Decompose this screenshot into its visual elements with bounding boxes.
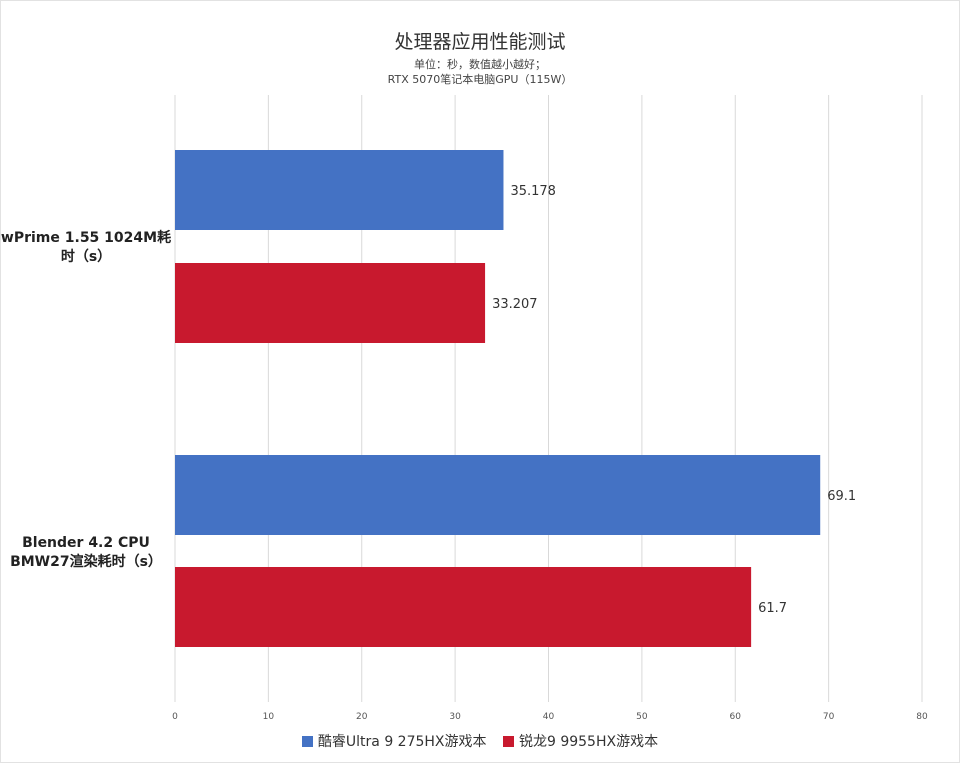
chart-legend: 酷睿Ultra 9 275HX游戏本 锐龙9 9955HX游戏本 (0, 731, 960, 751)
x-tick-label: 10 (263, 712, 275, 722)
bar (175, 263, 486, 343)
category-label-line: Blender 4.2 CPU (22, 535, 150, 551)
bar-value-label: 69.1 (827, 489, 856, 504)
category-label-blender: Blender 4.2 CPU BMW27渲染耗时（s） (0, 534, 172, 572)
chart-header: 处理器应用性能测试 单位：秒，数值越小越好； RTX 5070笔记本电脑GPU（… (0, 30, 960, 87)
legend-item-amd: 锐龙9 9955HX游戏本 (502, 731, 659, 751)
bar-value-label: 35.178 (510, 184, 556, 199)
chart-subtitle: 单位：秒，数值越小越好； (414, 58, 546, 71)
x-tick-label: 20 (356, 712, 368, 722)
x-tick-label: 50 (636, 712, 648, 722)
bar (175, 567, 752, 647)
category-label-line: wPrime 1.55 1024M耗 (0, 230, 172, 246)
legend-swatch-red (502, 736, 514, 747)
bar (175, 455, 821, 535)
x-tick-label: 80 (916, 712, 928, 722)
x-tick-label: 40 (543, 712, 555, 722)
chart-title: 处理器应用性能测试 (394, 31, 566, 53)
x-tick-label: 30 (449, 712, 461, 722)
legend-swatch-blue (301, 736, 313, 747)
bar-value-label: 61.7 (758, 601, 787, 616)
category-label-line: 时（s） (60, 249, 112, 265)
bar-value-label: 33.207 (492, 297, 538, 312)
category-label-wprime: wPrime 1.55 1024M耗 时（s） (0, 229, 172, 267)
x-tick-label: 70 (823, 712, 835, 722)
legend-label: 锐龙9 9955HX游戏本 (518, 734, 659, 750)
category-label-line: BMW27渲染耗时（s） (10, 554, 162, 570)
bar (175, 150, 504, 230)
x-tick-label: 60 (730, 712, 742, 722)
x-tick-label: 0 (172, 712, 178, 722)
legend-item-intel: 酷睿Ultra 9 275HX游戏本 (301, 731, 487, 751)
legend-label: 酷睿Ultra 9 275HX游戏本 (317, 734, 487, 750)
chart-subtitle-gpu: RTX 5070笔记本电脑GPU（115W） (387, 73, 573, 86)
